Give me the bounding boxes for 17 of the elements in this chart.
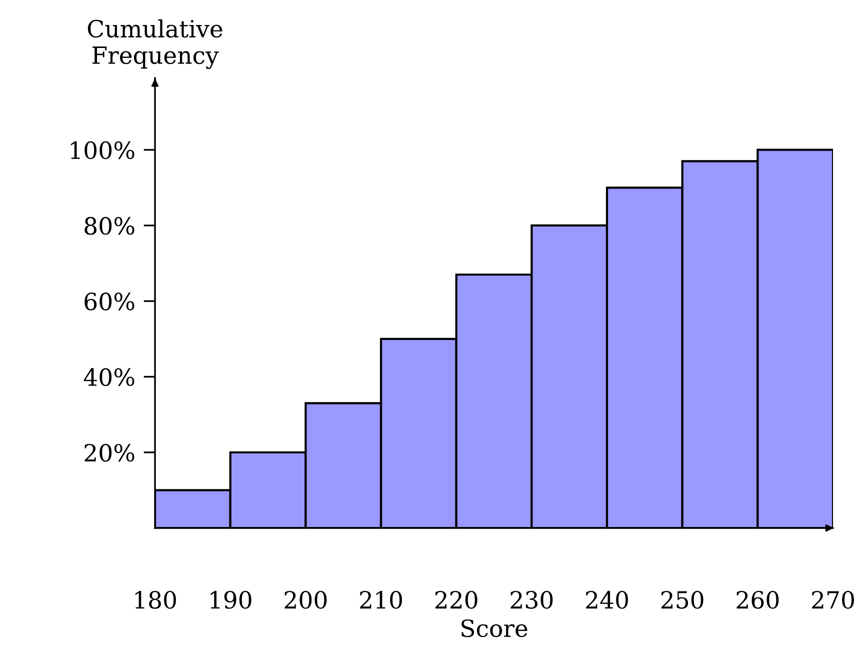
x-tick-label: 200	[284, 590, 327, 609]
x-tick-label: 180	[135, 590, 176, 609]
x-tick-label: 210	[360, 590, 402, 609]
y-tick-label: 60%	[84, 292, 134, 310]
y-tick-label: 80%	[84, 216, 134, 235]
x-tick-label: 270	[812, 590, 854, 609]
y-tick-label: 20%	[84, 444, 134, 462]
y-axis-title: Cumulative Frequency	[88, 19, 222, 69]
x-tick-label: 250	[661, 590, 704, 609]
x-axis-title: Score	[462, 619, 528, 638]
x-tick-label: 230	[510, 590, 553, 609]
x-tick-label: 220	[435, 590, 478, 609]
y-tick-label: 100%	[70, 141, 134, 160]
x-tick-label: 260	[736, 590, 779, 609]
x-tick-label: 190	[210, 590, 252, 609]
y-tick-label: 40%	[84, 368, 134, 386]
x-tick-label: 240	[586, 590, 628, 609]
